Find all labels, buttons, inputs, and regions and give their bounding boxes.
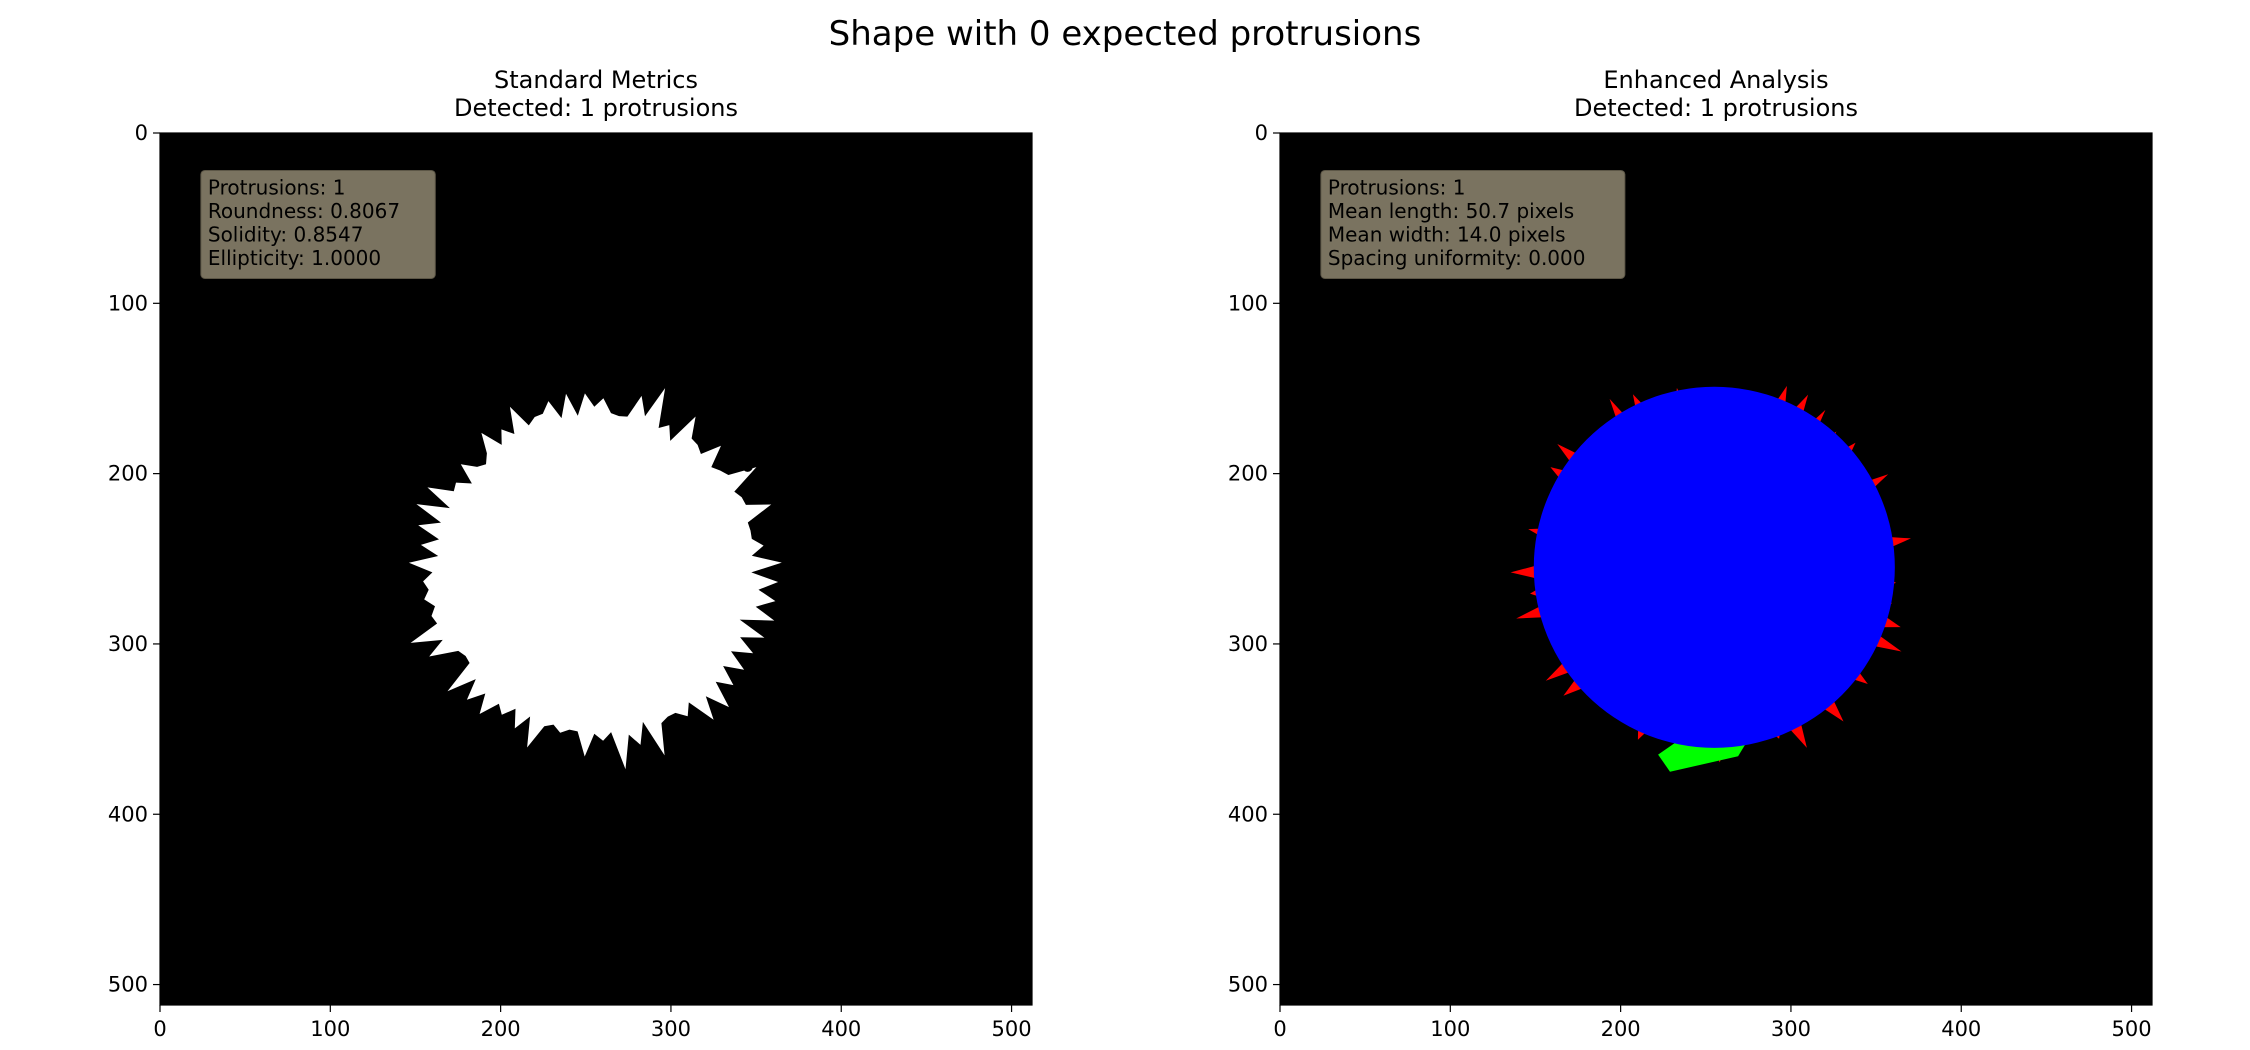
- x-tick-label: 300: [1771, 1017, 1811, 1041]
- x-tick-label: 400: [1941, 1017, 1981, 1041]
- panel-title-line1: Enhanced Analysis: [1603, 66, 1829, 94]
- segmented-shape: [408, 388, 782, 770]
- y-tick-label: 0: [1255, 121, 1268, 145]
- shape-notch: [555, 742, 569, 757]
- info-line: Roundness: 0.8067: [208, 199, 400, 223]
- figure-title: Shape with 0 expected protrusions: [828, 14, 1422, 54]
- shape-notch: [412, 575, 423, 587]
- shape-notch: [742, 461, 753, 472]
- panel-title-line1: Standard Metrics: [494, 66, 698, 94]
- info-box-background: [1320, 169, 1626, 279]
- x-tick-label: 500: [2112, 1017, 2152, 1041]
- x-tick-label: 100: [1430, 1017, 1470, 1041]
- y-tick-label: 300: [108, 632, 148, 656]
- info-line: Mean length: 50.7 pixels: [1328, 199, 1574, 223]
- y-tick-label: 200: [108, 462, 148, 486]
- panel-title-enhanced: Enhanced Analysis Detected: 1 protrusion…: [1280, 66, 2152, 122]
- info-box-background: [200, 169, 436, 279]
- x-tick-label: 0: [1273, 1017, 1286, 1041]
- info-line: Solidity: 0.8547: [208, 222, 364, 246]
- info-line: Spacing uniformity: 0.000: [1328, 246, 1586, 270]
- y-tick-label: 400: [108, 802, 148, 826]
- x-tick-label: 400: [821, 1017, 861, 1041]
- y-tick-label: 200: [1228, 462, 1268, 486]
- axes-frame: [1279, 132, 2153, 1006]
- y-tick-label: 100: [1228, 291, 1268, 315]
- x-tick-label: 100: [310, 1017, 350, 1041]
- y-tick-label: 500: [108, 973, 148, 997]
- axes-frame: [159, 132, 1033, 1006]
- x-tick-label: 200: [481, 1017, 521, 1041]
- x-tick-label: 500: [992, 1017, 1032, 1041]
- x-tick-label: 200: [1601, 1017, 1641, 1041]
- y-tick-label: 300: [1228, 632, 1268, 656]
- y-tick-label: 500: [1228, 973, 1268, 997]
- info-line: Protrusions: 1: [208, 175, 346, 199]
- x-tick-label: 300: [651, 1017, 691, 1041]
- panel-title-standard: Standard Metrics Detected: 1 protrusions: [160, 66, 1032, 122]
- x-tick-label: 0: [153, 1017, 166, 1041]
- y-tick-label: 100: [108, 291, 148, 315]
- info-line: Mean width: 14.0 pixels: [1328, 222, 1566, 246]
- core-body: [1533, 386, 1895, 748]
- info-line: Ellipticity: 1.0000: [208, 246, 381, 270]
- info-line: Protrusions: 1: [1328, 175, 1466, 199]
- panel-title-line2: Detected: 1 protrusions: [1574, 94, 1858, 122]
- shape-notch: [589, 744, 600, 755]
- y-tick-label: 0: [135, 121, 148, 145]
- y-tick-label: 400: [1228, 802, 1268, 826]
- panel-title-line2: Detected: 1 protrusions: [454, 94, 738, 122]
